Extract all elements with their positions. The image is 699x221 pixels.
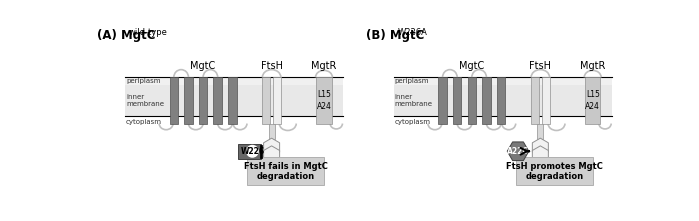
Bar — [497, 77, 505, 124]
Text: cytoplasm: cytoplasm — [126, 119, 162, 125]
Bar — [228, 77, 236, 124]
Circle shape — [247, 145, 258, 157]
Text: MgtR: MgtR — [580, 61, 605, 71]
Bar — [438, 77, 447, 124]
Bar — [394, 85, 612, 116]
Bar — [585, 77, 600, 124]
Bar — [394, 77, 612, 85]
Text: cytoplasm: cytoplasm — [395, 119, 431, 125]
Bar — [199, 77, 208, 124]
Bar — [482, 77, 491, 124]
Bar — [453, 77, 461, 124]
Text: L15: L15 — [586, 90, 600, 99]
Text: inner: inner — [126, 93, 144, 100]
Text: wild-type: wild-type — [129, 28, 168, 37]
Text: MgtR: MgtR — [311, 61, 337, 71]
Bar — [538, 124, 543, 139]
Text: A24: A24 — [317, 102, 331, 111]
Text: periplasm: periplasm — [395, 78, 429, 84]
Text: membrane: membrane — [126, 101, 164, 107]
Text: MgtC: MgtC — [190, 61, 216, 71]
Bar — [185, 77, 193, 124]
Bar — [262, 77, 270, 124]
Text: membrane: membrane — [395, 101, 433, 107]
FancyBboxPatch shape — [247, 157, 324, 185]
Bar — [316, 77, 331, 124]
Text: A24: A24 — [585, 102, 600, 111]
Text: W226A: W226A — [398, 28, 428, 37]
Bar — [125, 85, 343, 116]
Bar — [542, 77, 549, 124]
Text: FtsH: FtsH — [529, 61, 552, 71]
Text: FtsH fails in MgtC
degradation: FtsH fails in MgtC degradation — [243, 162, 327, 181]
Text: FtsH promotes MgtC
degradation: FtsH promotes MgtC degradation — [506, 162, 603, 181]
Bar — [531, 77, 539, 124]
Text: MgtC: MgtC — [459, 61, 484, 71]
Bar — [273, 77, 281, 124]
Text: periplasm: periplasm — [126, 78, 161, 84]
Text: FtsH: FtsH — [261, 61, 282, 71]
Text: (A) MgtC: (A) MgtC — [97, 29, 155, 42]
Bar — [238, 144, 261, 159]
Bar — [468, 77, 476, 124]
Bar — [213, 77, 222, 124]
Text: A226: A226 — [507, 147, 529, 156]
Bar — [170, 77, 178, 124]
Text: L15: L15 — [317, 90, 331, 99]
FancyBboxPatch shape — [516, 157, 593, 185]
Text: inner: inner — [395, 93, 413, 100]
Text: (B) MgtC: (B) MgtC — [366, 29, 424, 42]
Bar — [125, 77, 343, 85]
Bar — [268, 124, 275, 139]
Text: W226: W226 — [240, 147, 264, 156]
